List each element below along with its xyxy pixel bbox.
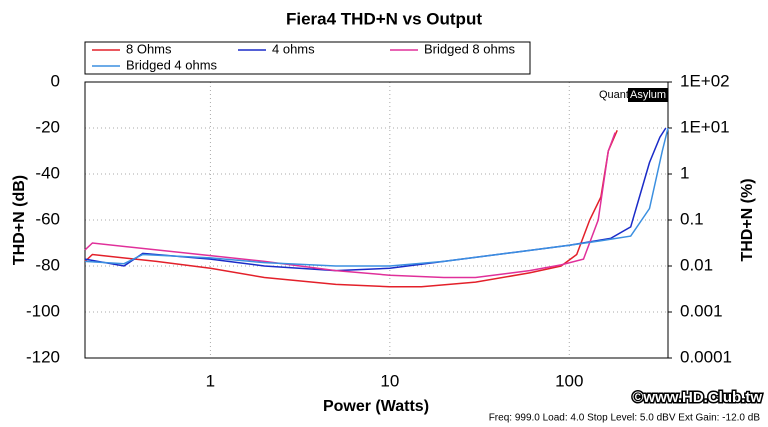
chart-title: Fiera4 THD+N vs Output bbox=[286, 9, 482, 28]
x-tick-label: 1 bbox=[206, 371, 215, 390]
y-tick-label: -40 bbox=[35, 163, 60, 182]
plot-frame bbox=[84, 81, 669, 359]
y-tick-label: -20 bbox=[35, 117, 60, 136]
y2-tick-label: 0.0001 bbox=[680, 347, 732, 366]
y2-tick-label: 0.1 bbox=[680, 209, 704, 228]
legend bbox=[84, 41, 531, 75]
legend-label: 4 ohms bbox=[272, 41, 315, 56]
y-tick-label: -80 bbox=[35, 255, 60, 274]
x-tick-label: 10 bbox=[380, 371, 399, 390]
y2-tick-label: 1E+01 bbox=[680, 117, 730, 136]
legend-label: Bridged 8 ohms bbox=[424, 41, 516, 56]
footer: Freq: 999.0 Load: 4.0 Stop Level: 5.0 dB… bbox=[489, 413, 761, 424]
legend-label: Bridged 4 ohms bbox=[126, 57, 218, 72]
y2-tick-label: 1 bbox=[680, 163, 689, 182]
y-tick-label: -100 bbox=[26, 301, 60, 320]
y2-tick-label: 0.001 bbox=[680, 301, 723, 320]
series-line bbox=[84, 130, 618, 288]
legend-label: 8 Ohms bbox=[126, 41, 172, 56]
series-line bbox=[84, 127, 669, 267]
y2-tick-label: 1E+02 bbox=[680, 71, 730, 90]
y-tick-label: 0 bbox=[51, 71, 60, 90]
logo-text: Asylum bbox=[630, 89, 666, 101]
watermark: ©www.HD.Club.tw bbox=[632, 389, 762, 406]
y-axis-label: THD+N (dB) bbox=[11, 175, 28, 265]
logo-bg bbox=[598, 88, 628, 102]
logo-text: Quant bbox=[599, 89, 629, 101]
logo-dark-bg bbox=[628, 88, 668, 102]
y-tick-label: -120 bbox=[26, 347, 60, 366]
y-tick-label: -60 bbox=[35, 209, 60, 228]
y2-axis-label: THD+N (%) bbox=[739, 178, 756, 261]
x-tick-label: 100 bbox=[555, 371, 583, 390]
series-line bbox=[84, 132, 616, 279]
y2-tick-label: 0.01 bbox=[680, 255, 713, 274]
x-axis-label: Power (Watts) bbox=[323, 398, 429, 415]
